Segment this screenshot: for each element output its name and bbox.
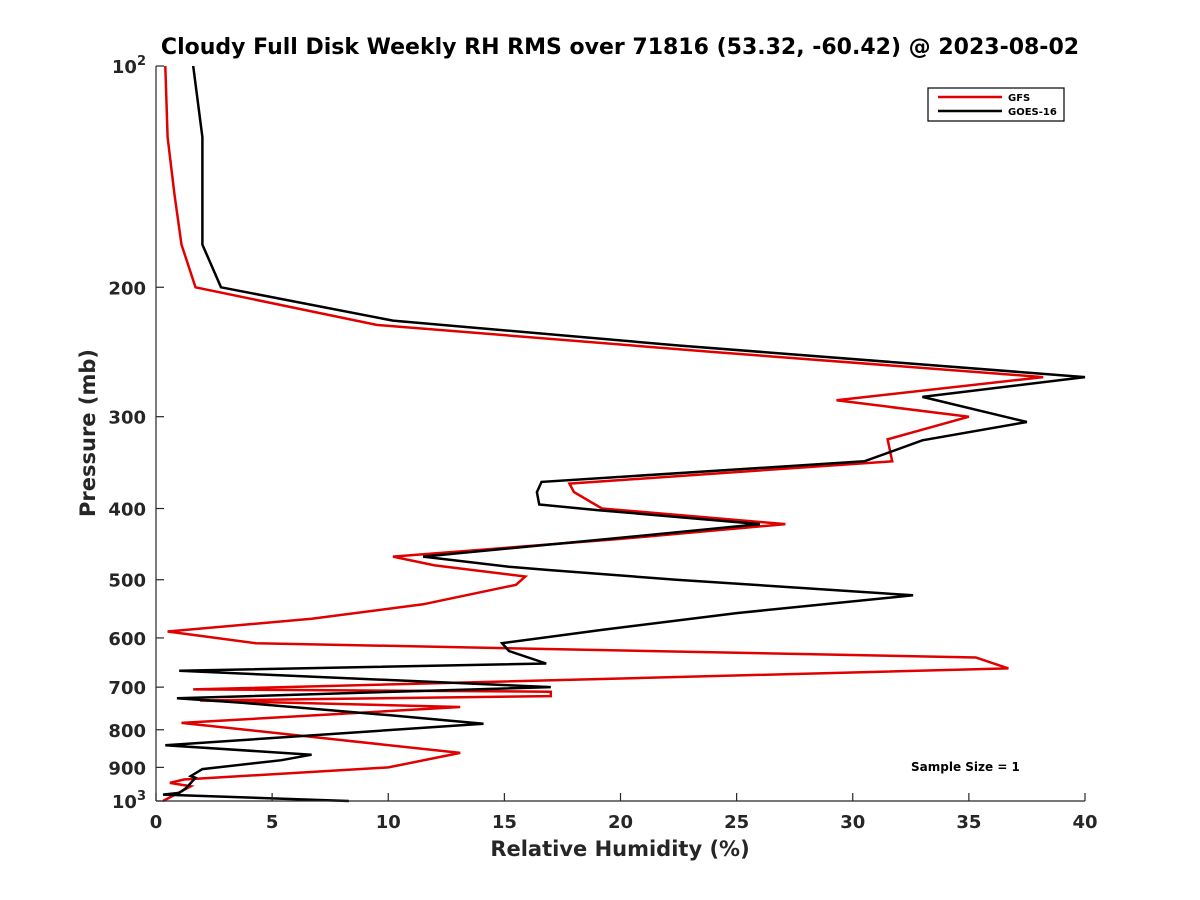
y-tick-exponent: 2 [137,54,146,69]
x-tick-label: 15 [492,812,517,833]
x-tick-label: 25 [724,812,749,833]
x-tick-label: 5 [266,812,279,833]
chart-title: Cloudy Full Disk Weekly RH RMS over 7181… [161,35,1079,60]
y-tick-label: 500 [108,571,146,592]
x-ticks: 0 5 10 15 20 25 30 35 40 [150,793,1098,833]
y-axis-label: Pressure (mb) [76,349,100,517]
sample-size-annotation: Sample Size = 1 [911,760,1020,774]
y-tick-exponent: 3 [137,789,146,804]
series-layer [162,65,1086,803]
x-tick-label: 0 [150,812,163,833]
x-tick-label: 40 [1072,812,1097,833]
legend: GFS GOES-16 [927,87,1065,122]
y-tick-base: 10 [112,57,137,78]
x-tick-label: 10 [376,812,401,833]
legend-label-gfs: GFS [1008,93,1030,104]
y-tick-label: 103 [112,789,146,813]
y-tick-label: 400 [108,500,146,521]
x-tick-label: 35 [956,812,981,833]
x-tick-label: 20 [608,812,633,833]
y-tick-label: 800 [108,721,146,742]
y-tick-label: 200 [108,278,146,299]
legend-label-goes16: GOES-16 [1008,107,1057,118]
y-tick-label: 700 [108,678,146,699]
y-tick-label: 300 [108,408,146,429]
series-line-goes16 [162,65,1086,803]
y-tick-label: 900 [108,758,146,779]
y-tick-label: 102 [112,54,146,78]
series-line-gfs [162,65,1044,803]
y-tick-base: 10 [112,792,137,813]
y-tick-label: 600 [108,629,146,650]
legend-box [927,87,1065,122]
x-tick-label: 30 [840,812,865,833]
x-axis-label: Relative Humidity (%) [490,837,749,861]
